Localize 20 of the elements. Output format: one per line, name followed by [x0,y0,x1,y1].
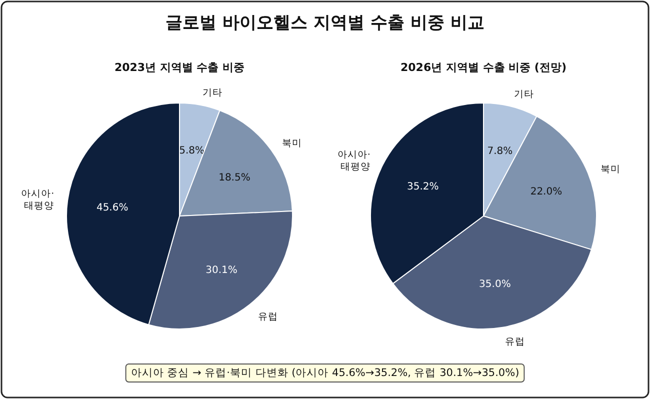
text: 아시아 중심 → 유럽·북미 다변화 (아시아 45.6%→35.2%, 유럽 30.1%→35.0%) [130,367,520,379]
slice-label: 유럽 [504,336,525,348]
data-label: 45.6% [96,202,128,214]
data-label: 30.1% [206,265,238,276]
slice-label: 유럽 [258,311,278,322]
slice-label: 기타 [514,89,534,100]
data-label: 18.5% [218,172,250,184]
slice-label: 아시아·태평양 [21,188,54,212]
data-label: 7.8% [487,146,513,158]
data-label: 35.0% [479,278,511,290]
slice-label: 아시아·태평양 [337,149,370,172]
data-label: 22.0% [530,186,562,198]
chart-title: 글로벌 바이오헬스 지역별 수출 비중 비교 [166,13,484,33]
slice-label: 북미 [282,138,302,149]
data-label: 35.2% [407,182,439,193]
data-label: 5.8% [179,145,204,156]
chart-subtitle: 2026년 지역별 수출 비중 (전망) [400,61,566,74]
slice-label: 기타 [202,88,222,99]
slice-label: 북미 [600,164,621,175]
chart-subtitle: 2023년 지역별 수출 비중 [114,61,245,74]
